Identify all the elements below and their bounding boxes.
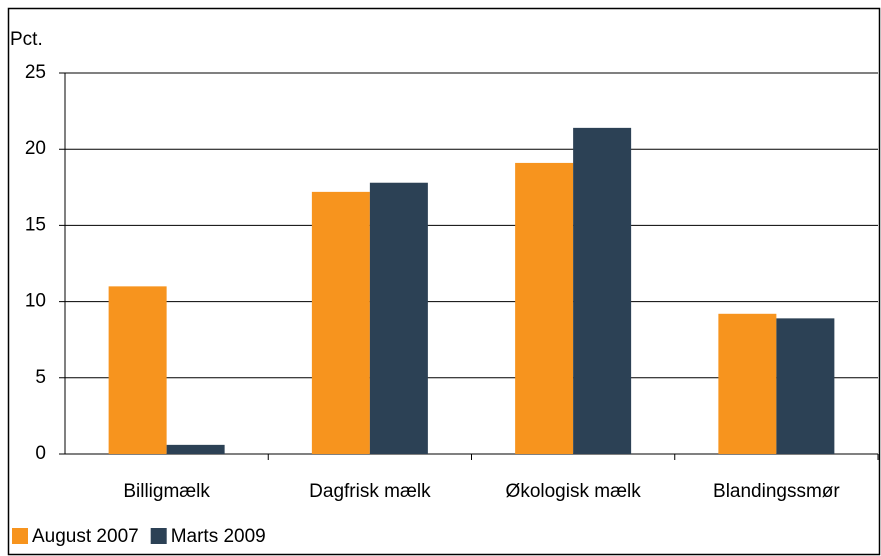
bar xyxy=(515,162,574,454)
legend-swatch xyxy=(150,528,167,544)
frame xyxy=(7,7,881,556)
bar xyxy=(311,191,370,454)
y-tick-label: 5 xyxy=(35,367,46,388)
bar xyxy=(369,182,428,454)
bar xyxy=(108,286,167,454)
x-tick-label: Blandingssmør xyxy=(713,481,840,502)
legend-label: Marts 2009 xyxy=(171,526,266,547)
bar xyxy=(166,444,225,454)
legend-swatch xyxy=(12,528,28,544)
legend-label: August 2007 xyxy=(32,526,139,547)
bar xyxy=(776,318,835,454)
x-tick-label: Økologisk mælk xyxy=(506,481,642,502)
y-tick-label: 10 xyxy=(25,291,46,312)
bar xyxy=(573,127,632,454)
y-tick-label: 0 xyxy=(35,443,46,464)
y-tick-label: 20 xyxy=(25,138,46,159)
x-tick-label: Dagfrisk mælk xyxy=(309,481,431,502)
x-tick-label: Billigmælk xyxy=(123,481,210,502)
y-axis-label: Pct. xyxy=(10,29,43,50)
bar xyxy=(718,313,777,454)
y-tick-label: 25 xyxy=(25,62,46,83)
y-tick-label: 15 xyxy=(25,214,46,235)
